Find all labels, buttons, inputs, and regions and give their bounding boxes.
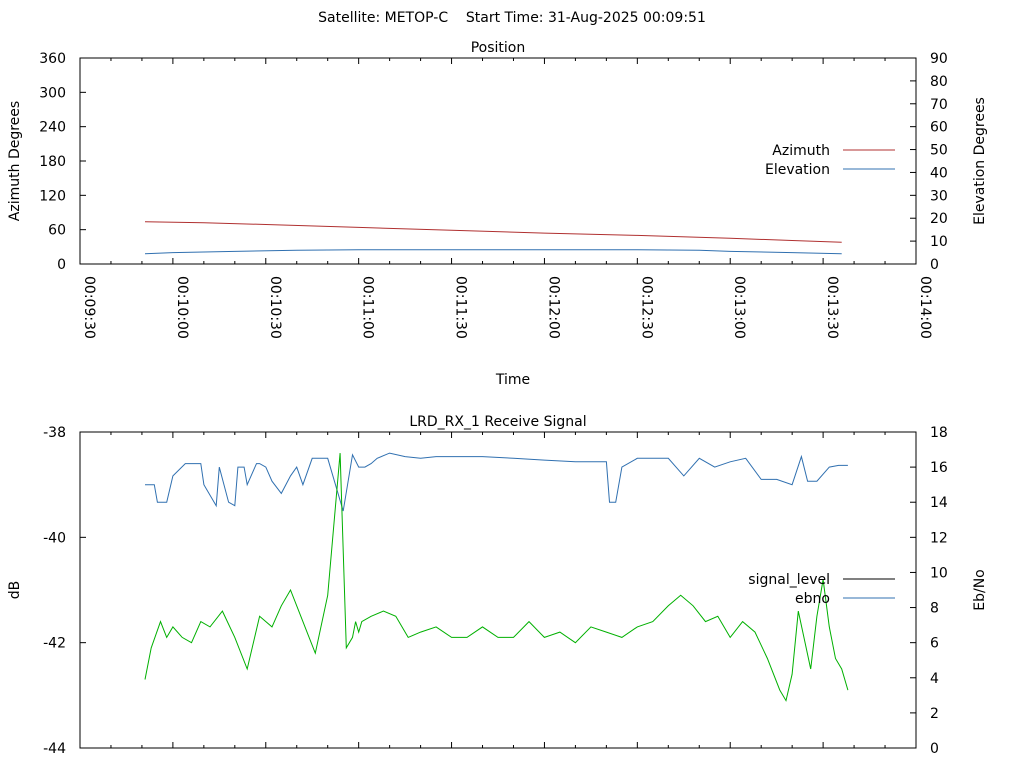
position-chart: Position 00:09:30 00:10:00 00:10:30 00:11:0… bbox=[7, 40, 988, 388]
y-tick-label: 120 bbox=[39, 188, 66, 204]
x-tick-label: 00:12:00 bbox=[545, 276, 561, 339]
series-line-Elevation bbox=[144, 249, 842, 255]
y-axis-label: Azimuth Degrees bbox=[7, 101, 23, 221]
x-tick-label: 00:12:30 bbox=[638, 276, 654, 339]
y2-tick-label: 50 bbox=[930, 143, 948, 159]
figure-title: Satellite: METOP-C Start Time: 31-Aug-20… bbox=[318, 10, 706, 26]
y2-tick-label: 16 bbox=[930, 460, 948, 476]
receive-signal-chart: LRD_RX_1 Receive Signal -44 -42 -40 -38 0 2 4 6… bbox=[7, 414, 988, 757]
x-tick-label: 00:14:00 bbox=[917, 276, 933, 339]
y-axis-label: dB bbox=[7, 581, 23, 600]
chart-title: LRD_RX_1 Receive Signal bbox=[409, 414, 586, 430]
y2-tick-label: 14 bbox=[930, 495, 948, 511]
legend-label: Elevation bbox=[765, 162, 830, 178]
y2-tick-label: 60 bbox=[930, 120, 948, 136]
plot-frame bbox=[79, 57, 917, 265]
plot-frame bbox=[79, 431, 917, 749]
y2-tick-label: 4 bbox=[930, 671, 939, 687]
x-axis-label: Time bbox=[495, 372, 530, 388]
y-tick-label: -38 bbox=[43, 425, 66, 441]
y-tick-label: -40 bbox=[43, 530, 66, 546]
y-tick-label: -42 bbox=[43, 636, 66, 652]
legend: Azimuth Elevation bbox=[765, 143, 895, 178]
y2-tick-label: 0 bbox=[930, 741, 939, 757]
y2-tick-label: 20 bbox=[930, 211, 948, 227]
series-line-signal bbox=[144, 453, 849, 702]
y-tick-label: 180 bbox=[39, 154, 66, 170]
y2-tick-label: 30 bbox=[930, 188, 948, 204]
y2-tick-label: 6 bbox=[930, 636, 939, 652]
y2-tick-label: 40 bbox=[930, 165, 948, 181]
y-tick-label: 300 bbox=[39, 85, 66, 101]
y-tick-label: 240 bbox=[39, 120, 66, 136]
y-tick-label: -44 bbox=[43, 741, 66, 757]
x-tick-label: 00:13:00 bbox=[731, 276, 747, 339]
y2-tick-label: 80 bbox=[930, 74, 948, 90]
y2-tick-label: 90 bbox=[930, 51, 948, 67]
y-tick-label: 360 bbox=[39, 51, 66, 67]
y-tick-label: 60 bbox=[48, 223, 66, 239]
chart-title: Position bbox=[471, 40, 526, 56]
y2-tick-label: 12 bbox=[930, 530, 948, 546]
x-tick-label: 00:10:30 bbox=[267, 276, 283, 339]
x-tick-label: 00:10:00 bbox=[174, 276, 190, 339]
y2-tick-label: 2 bbox=[930, 706, 939, 722]
x-tick-label: 00:11:30 bbox=[453, 276, 469, 339]
legend-label: Azimuth bbox=[772, 143, 830, 159]
x-tick-label: 00:13:30 bbox=[824, 276, 840, 339]
y2-tick-label: 8 bbox=[930, 601, 939, 617]
y2-tick-label: 10 bbox=[930, 234, 948, 250]
y2-tick-label: 70 bbox=[930, 97, 948, 113]
y2-tick-label: 0 bbox=[930, 257, 939, 273]
y2-tick-label: 18 bbox=[930, 425, 948, 441]
legend-label: signal_level bbox=[748, 572, 830, 588]
x-tick-label: 00:09:30 bbox=[81, 276, 97, 339]
series-line-ebno bbox=[145, 452, 848, 512]
legend-label: ebno bbox=[795, 591, 830, 607]
y2-tick-label: 10 bbox=[930, 565, 948, 581]
y2-axis-label: Elevation Degrees bbox=[972, 97, 988, 225]
y-tick-label: 0 bbox=[57, 257, 66, 273]
x-tick-label: 00:11:00 bbox=[360, 276, 376, 339]
series-line-Azimuth bbox=[144, 221, 842, 243]
y2-axis-label: Eb/No bbox=[972, 569, 988, 611]
